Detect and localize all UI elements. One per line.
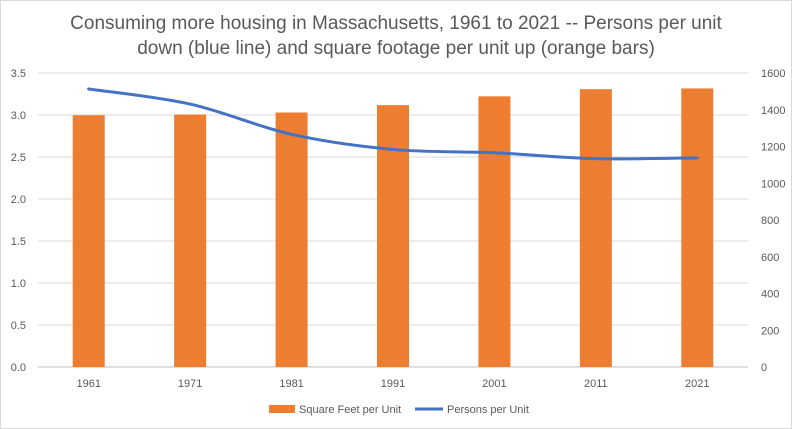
chart-title: Consuming more housing in Massachusetts,… — [1, 11, 791, 61]
x-axis-tick-label: 2011 — [584, 378, 608, 390]
left-axis-tick-label: 0.5 — [11, 320, 26, 332]
right-axis-tick-label: 0 — [761, 362, 767, 374]
right-axis-tick-label: 1400 — [761, 105, 785, 117]
x-axis-tick-label: 1971 — [178, 378, 202, 390]
line-point — [695, 156, 699, 160]
right-axis-tick-label: 1600 — [761, 68, 785, 80]
line-point — [492, 151, 496, 155]
x-axis: 1961 1971 1981 1991 2001 2011 2021 — [76, 378, 709, 390]
x-axis-tick-label: 2021 — [685, 378, 709, 390]
bar — [377, 105, 409, 367]
x-axis-tick-label: 1991 — [381, 378, 405, 390]
line-point — [87, 87, 91, 91]
chart-title-line-2: down (blue line) and square footage per … — [137, 38, 655, 59]
line-point — [391, 147, 395, 151]
left-axis: 0.0 0.5 1.0 1.5 2.0 2.5 3.0 3.5 — [11, 68, 26, 374]
right-axis-tick-label: 800 — [761, 215, 779, 227]
right-axis-tick-label: 400 — [761, 289, 779, 301]
bar — [174, 114, 207, 367]
x-axis-tick-label: 2001 — [482, 378, 506, 390]
legend-label-line: Persons per Unit — [447, 404, 529, 416]
x-axis-tick-label: 1961 — [76, 378, 100, 390]
left-axis-tick-label: 0.0 — [11, 362, 26, 374]
right-axis-tick-label: 1200 — [761, 142, 785, 154]
left-axis-tick-label: 3.0 — [11, 110, 26, 122]
line-point — [594, 157, 598, 161]
bar — [478, 96, 511, 368]
right-axis-tick-label: 1000 — [761, 178, 785, 190]
bar — [275, 112, 308, 367]
right-axis-tick-label: 600 — [761, 252, 779, 264]
right-axis-tick-label: 200 — [761, 325, 779, 337]
chart-title-line-1: Consuming more housing in Massachusetts,… — [70, 13, 722, 34]
x-axis-tick-label: 1981 — [279, 378, 303, 390]
legend-swatch-bar — [269, 405, 295, 413]
bar — [681, 88, 714, 367]
bar — [72, 115, 105, 367]
left-axis-tick-label: 3.5 — [11, 68, 26, 80]
left-axis-tick-label: 2.5 — [11, 152, 26, 164]
line-series — [87, 87, 699, 161]
line-point — [290, 132, 294, 136]
line-point — [188, 102, 192, 106]
left-axis-tick-label: 1.5 — [11, 236, 26, 248]
left-axis-tick-label: 2.0 — [11, 194, 26, 206]
legend-label-bar: Square Feet per Unit — [299, 404, 401, 416]
bar — [579, 89, 612, 368]
right-axis: 0 200 400 600 800 1000 1200 1400 1600 — [761, 68, 785, 374]
bar-series — [72, 88, 714, 368]
left-axis-tick-label: 1.0 — [11, 278, 26, 290]
legend: Square Feet per Unit Persons per Unit — [269, 404, 529, 416]
